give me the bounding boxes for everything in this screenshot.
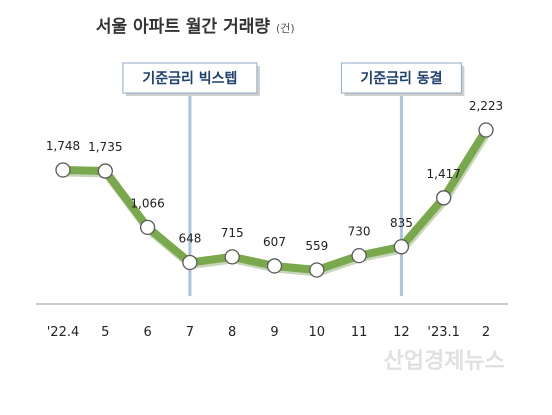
data-point-0 <box>55 162 71 178</box>
x-tick-label-5: 9 <box>270 325 278 340</box>
x-tick-label-8: 12 <box>393 325 410 340</box>
annotation-label-0: 기준금리 빅스텝 <box>142 70 237 87</box>
data-point-5 <box>266 258 283 274</box>
data-label-4: 715 <box>221 226 244 240</box>
x-tick-layer: '22.4 5 6 7 8 9 10 11 12 '23.1 2 <box>47 325 490 340</box>
x-tick-label-9: '23.1 <box>427 325 460 340</box>
series-layer <box>55 122 494 278</box>
x-tick-label-0: '22.4 <box>47 325 80 340</box>
data-label-layer: 1,748 1,735 1,066 648 715 607 559 730 835 1,417 2,… <box>46 99 503 253</box>
data-point-8 <box>393 239 410 255</box>
x-tick-label-6: 10 <box>309 325 326 340</box>
data-label-7: 730 <box>348 225 371 239</box>
data-label-2: 1,066 <box>130 196 164 210</box>
chart-title: 서울 아파트 월간 거래량 <box>96 17 271 37</box>
x-tick-label-2: 6 <box>143 325 151 340</box>
data-label-9: 1,417 <box>427 167 461 181</box>
data-point-2 <box>139 219 156 235</box>
data-point-9 <box>436 190 452 206</box>
watermark-text: 산업경제뉴스 <box>384 349 505 374</box>
data-point-6 <box>309 262 325 278</box>
annotation-box-0 <box>122 62 258 94</box>
x-tick-label-10: 2 <box>482 325 490 340</box>
data-label-6: 559 <box>305 239 328 253</box>
data-label-0: 1,748 <box>46 139 80 153</box>
annotation-label-1: 기준금리 동결 <box>360 70 442 87</box>
data-point-3 <box>182 254 198 271</box>
data-label-5: 607 <box>263 235 286 249</box>
data-label-8: 835 <box>390 216 413 230</box>
data-label-3: 648 <box>178 232 201 246</box>
annotation-box-1 <box>340 62 462 94</box>
x-tick-label-3: 7 <box>186 325 194 340</box>
chart-unit: (건) <box>276 22 295 35</box>
data-point-4 <box>224 249 240 265</box>
x-tick-label-1: 5 <box>101 325 109 340</box>
data-label-10: 2,223 <box>469 99 503 113</box>
data-point-7 <box>351 247 367 264</box>
series-line <box>59 126 490 274</box>
data-label-1: 1,735 <box>88 140 122 154</box>
data-point-1 <box>97 163 113 179</box>
data-point-10 <box>478 122 494 138</box>
annotation-layer: 기준금리 빅스텝 기준금리 동결 <box>122 62 465 296</box>
x-tick-label-4: 8 <box>228 325 236 340</box>
x-tick-label-7: 11 <box>351 325 368 340</box>
